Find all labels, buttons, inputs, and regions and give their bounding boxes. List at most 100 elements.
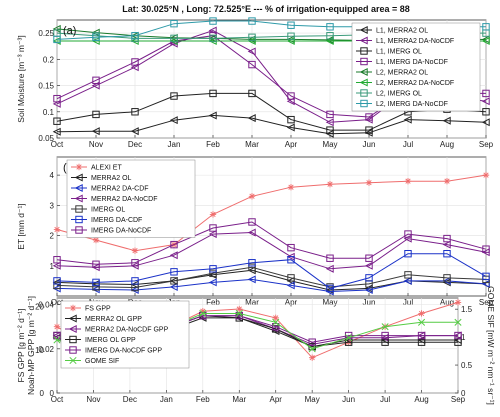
data-point [481,118,490,127]
x-tick-label: Sep [451,395,466,404]
data-point [248,193,256,200]
legend-entry: ALEXI ET [91,165,122,172]
data-point [170,268,178,276]
y-right-tick-label: 1.5 [461,305,473,314]
x-tick-label: Mar [232,395,246,404]
data-point [482,89,490,98]
legend-entry: IMERG DA-NoCDF [91,228,151,235]
x-tick-label: Aug [414,395,428,404]
legend-swatch-marker [360,47,368,55]
data-point [131,259,139,267]
y-axis-label: FS GPP [g m⁻² d⁻¹] [16,309,26,383]
data-point [199,309,207,318]
data-point [403,276,412,285]
series-line-0 [56,174,487,252]
data-point [131,32,139,40]
x-tick-label: Dec [123,395,137,404]
data-point [287,21,295,29]
y-tick-label: 0 [50,389,55,398]
data-point [52,127,61,136]
x-tick-label: Apr [285,140,298,149]
data-point [235,311,243,320]
data-point [482,245,490,253]
x-tick-label: Feb [206,140,220,149]
legend-entry: L1, IMERG DA-NoCDF [376,59,448,66]
data-point [169,282,178,291]
data-point [442,240,451,249]
panel-label: (a) [63,25,76,37]
data-point [308,338,316,346]
data-point [53,35,61,44]
x-tick-label: Feb [196,395,210,404]
y-tick-label: 2 [50,232,55,241]
x-tick-label: Jul [380,395,390,404]
data-point [248,33,256,42]
data-point [365,254,373,262]
legend-entry: IMERG DA-CDF [91,217,142,224]
legend-swatch-marker [360,57,368,66]
x-tick-label: Nov [86,395,100,404]
data-point [365,274,373,282]
data-point [208,230,217,239]
x-tick-label: Aug [440,298,454,307]
data-point [454,331,462,340]
x-tick-label: May [322,140,337,149]
data-point [130,127,139,136]
data-point [326,284,334,293]
data-point [209,34,217,43]
y-right-tick-label: 0.5 [461,361,473,370]
series-line-4 [56,266,487,289]
data-point [92,110,100,119]
legend-entry: MERRA2 OL GPP [85,316,142,323]
data-point [417,331,426,340]
x-tick-label: Dec [128,140,142,149]
data-point [345,334,353,342]
y-tick-label: 4 [50,171,55,180]
y-tick-label: 0.02 [38,345,54,354]
legend-entry: L1, MERRA2 DA-NoCDF [376,38,454,45]
x-tick-label: Jan [168,140,181,149]
data-point [208,111,217,120]
legend-swatch-marker [74,183,83,193]
data-point [131,58,139,66]
legend-swatch-marker [359,78,368,87]
series-line-6 [56,221,487,265]
data-point [325,118,334,127]
data-point [364,285,373,294]
y-axis-label: Soil Moisture [m⁻³ m⁻³] [16,35,26,122]
data-point [209,17,217,25]
legend-swatch-marker [75,163,83,171]
data-point [272,323,280,331]
legend-entry: IMERG OL [91,207,125,214]
data-point [287,274,295,282]
data-point [169,116,178,125]
x-tick-label: Jun [363,140,376,149]
data-point [403,115,412,124]
x-tick-label: Jun [363,298,376,307]
legend-box [60,300,190,369]
data-point [248,17,256,25]
legend-swatch-marker [359,67,368,77]
data-point [443,274,451,282]
legend-entry: MERRA2 OL [91,175,132,182]
data-point [170,19,178,28]
data-point [131,247,139,254]
legend-entry: MERRA2 DA-CDF [91,186,149,193]
x-tick-label: Mar [245,140,259,149]
x-tick-label: Sep [479,140,494,149]
legend-entry: L2, IMERG OL [376,91,422,98]
x-tick-label: Jul [403,140,413,149]
legend-swatch-marker [69,346,77,354]
y-right-tick-label: 1 [461,333,466,342]
y-tick-label: 0.2 [43,55,55,64]
y-inner-tick-label: 0 [40,389,45,398]
y-tick-label: 0.15 [38,82,54,91]
y-tick-label: 0.04 [38,301,54,310]
x-tick-label: Mar [245,298,259,307]
y-tick-label: 1 [50,262,55,271]
y-tick-label: 0.1 [43,108,55,117]
y-right-tick-label: 0 [461,389,466,398]
data-point [404,271,412,279]
data-point [208,278,217,287]
legend-entry: L2, MERRA2 OL [376,70,428,77]
